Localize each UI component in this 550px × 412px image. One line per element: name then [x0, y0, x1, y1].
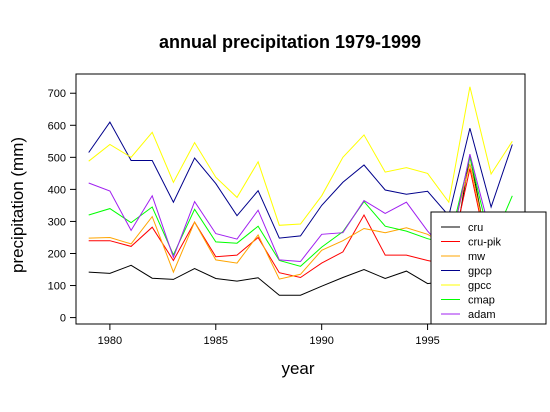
legend-label-cmap: cmap [468, 295, 495, 307]
x-axis-label: year [281, 359, 314, 378]
legend-box [430, 211, 547, 325]
x-tick-label: 1995 [415, 335, 439, 347]
series-line-gpcc [88, 86, 513, 226]
chart-title: annual precipitation 1979-1999 [159, 32, 421, 52]
series-line-gpcp [88, 121, 513, 239]
y-tick-label: 100 [48, 281, 66, 293]
legend-label-gpcp: gpcp [468, 266, 492, 278]
y-tick-label: 500 [48, 152, 66, 164]
y-tick-label: 600 [48, 120, 66, 132]
y-tick-label: 400 [48, 184, 66, 196]
y-tick-label: 0 [60, 313, 66, 325]
legend-label-adam: adam [468, 309, 496, 321]
y-tick-label: 300 [48, 216, 66, 228]
y-tick-label: 700 [48, 88, 66, 100]
legend-label-mw: mw [468, 251, 485, 263]
x-tick-label: 1985 [204, 335, 228, 347]
legend-label-cru-pik: cru-pik [468, 237, 502, 249]
legend-label-cru: cru [468, 222, 483, 234]
x-tick-label: 1980 [98, 335, 122, 347]
legend: cru cru-pik mw gpcp gpcc cmap adam [430, 211, 547, 325]
x-tick-label: 1990 [309, 335, 333, 347]
y-axis-label: precipitation (mm) [8, 137, 27, 273]
y-tick-label: 200 [48, 248, 66, 260]
plot-frame [75, 73, 526, 325]
legend-items: cru cru-pik mw gpcp gpcc cmap adam [441, 222, 502, 321]
legend-label-gpcc: gpcc [468, 280, 492, 292]
x-axis: 1980 1985 1990 1995 [98, 324, 440, 347]
y-axis: 0 100 200 300 400 500 600 700 [48, 88, 76, 325]
